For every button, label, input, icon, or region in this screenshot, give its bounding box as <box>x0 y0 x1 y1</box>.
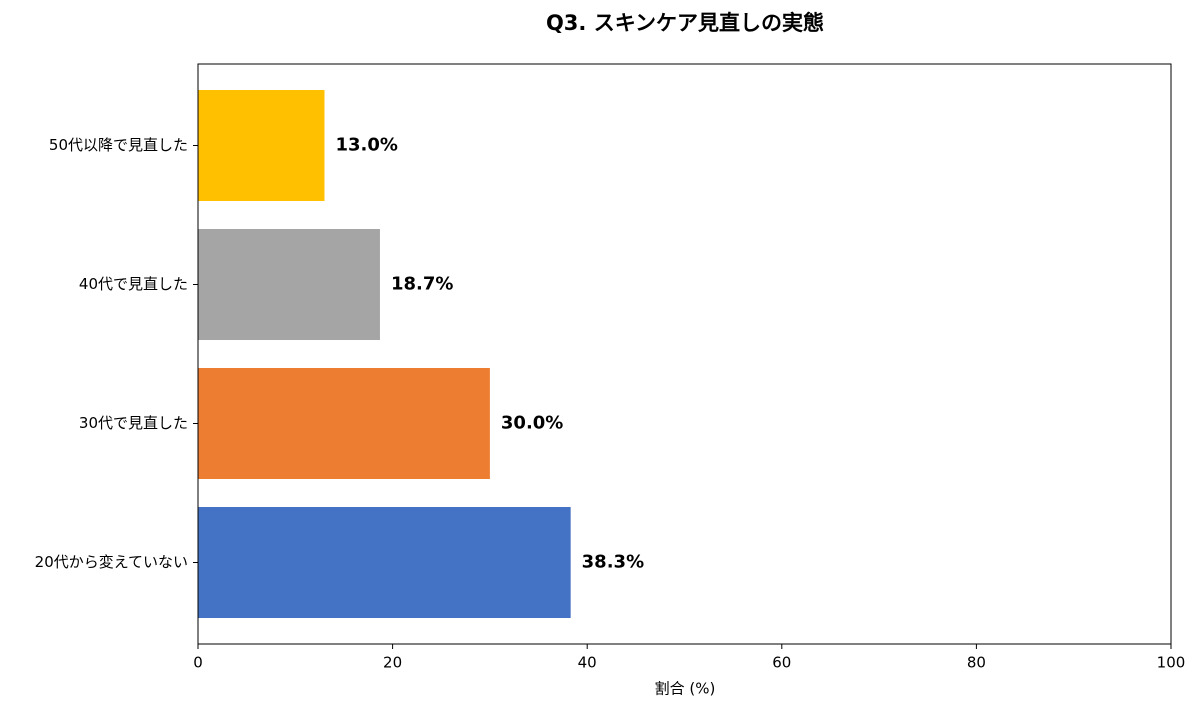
bar <box>198 368 490 479</box>
y-tick-label: 50代以降で見直した <box>49 136 188 154</box>
y-tick-label: 40代で見直した <box>79 275 188 293</box>
x-tick-label: 40 <box>578 654 597 672</box>
value-label: 18.7% <box>391 274 453 295</box>
bar <box>198 90 325 201</box>
chart-title: Q3. スキンケア見直しの実態 <box>546 11 824 35</box>
plot-frame <box>197 63 1172 645</box>
bar <box>198 229 380 340</box>
y-tick-label: 30代で見直した <box>79 414 188 432</box>
value-label: 30.0% <box>501 413 563 434</box>
x-tick-label: 100 <box>1157 654 1186 672</box>
bar <box>198 507 571 618</box>
x-tick-label: 60 <box>772 654 791 672</box>
y-tick-label: 20代から変えていない <box>35 553 188 571</box>
value-label: 13.0% <box>335 135 397 156</box>
x-axis-label: 割合 (%) <box>655 680 716 698</box>
x-tick-label: 80 <box>967 654 986 672</box>
x-tick-label: 20 <box>383 654 402 672</box>
x-tick-label: 0 <box>193 654 203 672</box>
value-label: 38.3% <box>582 552 644 573</box>
